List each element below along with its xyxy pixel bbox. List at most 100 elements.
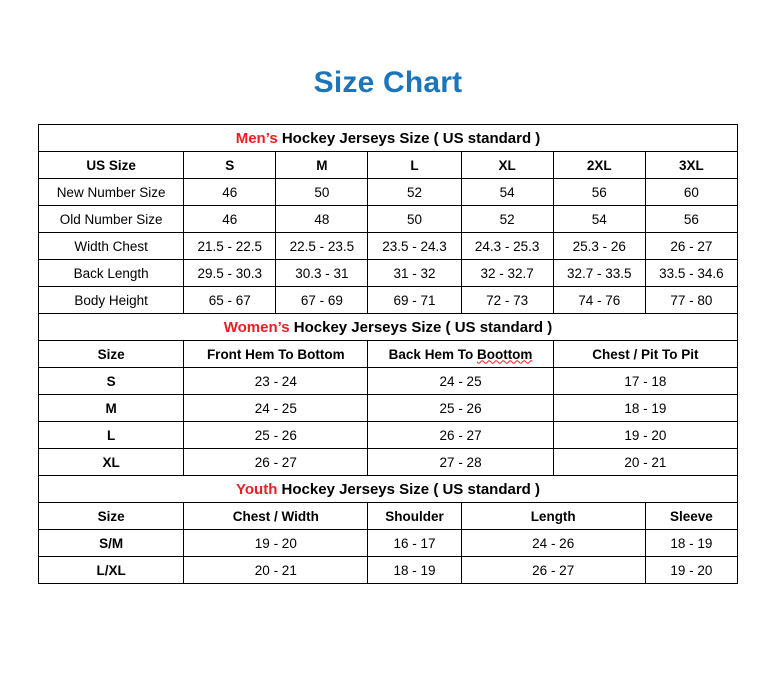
col-header-women-front-hem: Front Hem To Bottom: [183, 340, 369, 368]
cell-women-2-0: 25 - 26: [183, 421, 369, 449]
cell-women-3-0: 26 - 27: [183, 448, 369, 476]
cell-men-2-0: 21.5 - 22.5: [183, 232, 277, 260]
cell-men-1-4: 54: [552, 205, 646, 233]
cell-women-3-1: 27 - 28: [367, 448, 554, 476]
table-row: L/XL 20 - 21 18 - 19 26 - 27 19 - 20: [37, 556, 739, 584]
row-label-men-1: Old Number Size: [37, 205, 185, 233]
cell-men-2-3: 24.3 - 25.3: [460, 232, 554, 260]
row-label-men-3: Back Length: [37, 259, 185, 287]
table-row: S/M 19 - 20 16 - 17 24 - 26 18 - 19: [37, 529, 739, 557]
cell-men-1-5: 56: [644, 205, 739, 233]
cell-men-1-2: 50: [367, 205, 462, 233]
col-header-women-back-hem-typo: Boottom: [476, 346, 533, 362]
cell-women-3-2: 20 - 21: [552, 448, 739, 476]
cell-men-0-3: 54: [460, 178, 554, 206]
cell-youth-1-2: 26 - 27: [460, 556, 646, 584]
cell-men-3-2: 31 - 32: [367, 259, 462, 287]
table-row: New Number Size 46 50 52 54 56 60: [37, 178, 739, 206]
table-row: Old Number Size 46 48 50 52 54 56: [37, 205, 739, 233]
col-header-men-3: L: [367, 151, 462, 179]
cell-men-2-4: 25.3 - 26: [552, 232, 646, 260]
table-row: XL 26 - 27 27 - 28 20 - 21: [37, 448, 739, 476]
cell-women-2-2: 19 - 20: [552, 421, 739, 449]
table-row: M 24 - 25 25 - 26 18 - 19: [37, 394, 739, 422]
col-header-women-chest: Chest / Pit To Pit: [552, 340, 739, 368]
col-header-youth-2: Shoulder: [367, 502, 462, 530]
cell-men-3-4: 32.7 - 33.5: [552, 259, 646, 287]
col-header-men-4: XL: [460, 151, 554, 179]
section-header-men-accent: Men’s: [235, 129, 278, 147]
section-header-row-women: Women’s Hockey Jerseys Size ( US standar…: [38, 313, 738, 341]
size-chart-table-wrapper: Men’s Hockey Jerseys Size ( US standard …: [37, 124, 739, 584]
row-label-women-3: XL: [37, 448, 185, 476]
row-label-women-2: L: [37, 421, 185, 449]
section-header-youth: Youth Hockey Jerseys Size ( US standard …: [38, 475, 738, 503]
cell-youth-0-3: 18 - 19: [644, 529, 739, 557]
cell-youth-1-1: 18 - 19: [367, 556, 462, 584]
cell-men-1-1: 48: [275, 205, 369, 233]
cell-men-1-3: 52: [460, 205, 554, 233]
cell-youth-0-2: 24 - 26: [460, 529, 646, 557]
col-header-youth-1: Chest / Width: [183, 502, 369, 530]
table-row: S 23 - 24 24 - 25 17 - 18: [37, 367, 739, 395]
row-label-women-0: S: [37, 367, 185, 395]
col-header-women-size: Size: [37, 340, 185, 368]
section-header-women: Women’s Hockey Jerseys Size ( US standar…: [38, 313, 738, 341]
section-header-youth-rest: Hockey Jerseys Size ( US standard ): [277, 480, 540, 498]
cell-men-4-5: 77 - 80: [644, 286, 739, 314]
cell-men-0-0: 46: [183, 178, 277, 206]
cell-men-3-5: 33.5 - 34.6: [644, 259, 739, 287]
row-label-youth-0: S/M: [37, 529, 185, 557]
cell-women-1-2: 18 - 19: [552, 394, 739, 422]
section-header-women-rest: Hockey Jerseys Size ( US standard ): [289, 318, 553, 336]
col-header-youth-0: Size: [37, 502, 185, 530]
cell-youth-1-0: 20 - 21: [183, 556, 369, 584]
cell-women-1-0: 24 - 25: [183, 394, 369, 422]
col-header-men-0: US Size: [37, 151, 185, 179]
cell-men-2-1: 22.5 - 23.5: [275, 232, 369, 260]
col-header-men-5: 2XL: [552, 151, 646, 179]
col-header-youth-3: Length: [460, 502, 646, 530]
table-row: Width Chest 21.5 - 22.5 22.5 - 23.5 23.5…: [37, 232, 739, 260]
cell-men-4-3: 72 - 73: [460, 286, 554, 314]
size-chart-table: Men’s Hockey Jerseys Size ( US standard …: [37, 124, 739, 584]
table-row: Body Height 65 - 67 67 - 69 69 - 71 72 -…: [37, 286, 739, 314]
cell-men-3-1: 30.3 - 31: [275, 259, 369, 287]
col-header-men-6: 3XL: [644, 151, 739, 179]
col-header-youth-4: Sleeve: [644, 502, 739, 530]
column-header-row-women: Size Front Hem To Bottom Back Hem To Boo…: [37, 340, 739, 368]
cell-men-0-1: 50: [275, 178, 369, 206]
cell-women-0-1: 24 - 25: [367, 367, 554, 395]
cell-women-0-2: 17 - 18: [552, 367, 739, 395]
cell-youth-1-3: 19 - 20: [644, 556, 739, 584]
cell-women-1-1: 25 - 26: [367, 394, 554, 422]
cell-men-2-2: 23.5 - 24.3: [367, 232, 462, 260]
page-title: Size Chart: [313, 66, 463, 99]
table-row: L 25 - 26 26 - 27 19 - 20: [37, 421, 739, 449]
cell-men-1-0: 46: [183, 205, 277, 233]
cell-men-3-0: 29.5 - 30.3: [183, 259, 277, 287]
cell-men-4-0: 65 - 67: [183, 286, 277, 314]
cell-youth-0-0: 19 - 20: [183, 529, 369, 557]
cell-women-0-0: 23 - 24: [183, 367, 369, 395]
cell-youth-0-1: 16 - 17: [367, 529, 462, 557]
cell-men-4-4: 74 - 76: [552, 286, 646, 314]
col-header-men-2: M: [275, 151, 369, 179]
section-header-men: Men’s Hockey Jerseys Size ( US standard …: [38, 124, 738, 152]
cell-men-4-1: 67 - 69: [275, 286, 369, 314]
row-label-men-4: Body Height: [37, 286, 185, 314]
cell-men-0-2: 52: [367, 178, 462, 206]
row-label-men-0: New Number Size: [37, 178, 185, 206]
column-header-row-men: US Size S M L XL 2XL 3XL: [37, 151, 739, 179]
cell-men-2-5: 26 - 27: [644, 232, 739, 260]
row-label-youth-1: L/XL: [37, 556, 185, 584]
column-header-row-youth: Size Chest / Width Shoulder Length Sleev…: [37, 502, 739, 530]
row-label-women-1: M: [37, 394, 185, 422]
cell-men-3-3: 32 - 32.7: [460, 259, 554, 287]
section-header-row-youth: Youth Hockey Jerseys Size ( US standard …: [38, 475, 738, 503]
section-header-row-men: Men’s Hockey Jerseys Size ( US standard …: [38, 124, 738, 152]
row-label-men-2: Width Chest: [37, 232, 185, 260]
cell-men-4-2: 69 - 71: [367, 286, 462, 314]
col-header-men-1: S: [183, 151, 277, 179]
